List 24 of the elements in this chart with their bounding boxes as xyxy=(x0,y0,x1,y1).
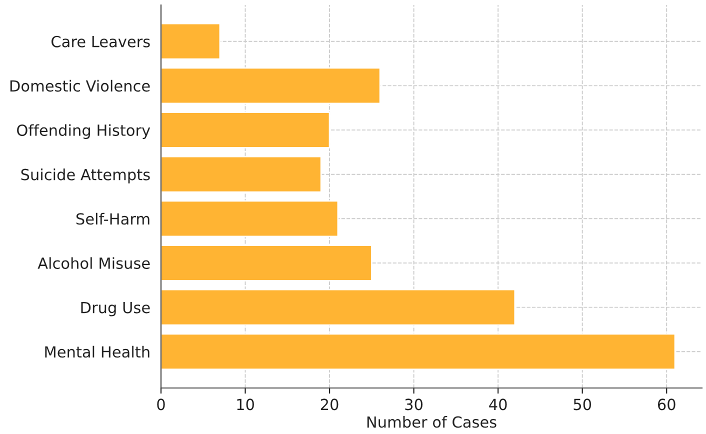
x-tick-label: 30 xyxy=(405,398,423,410)
y-tick-label: Care Leavers xyxy=(52,36,150,48)
x-tick-label: 40 xyxy=(489,398,507,410)
y-tick-label: Drug Use xyxy=(81,302,150,316)
x-tick-label: 0 xyxy=(157,398,165,410)
y-tick-label: Alcohol Misuse xyxy=(38,257,150,270)
x-tick-label: 60 xyxy=(658,398,676,410)
bar xyxy=(161,244,372,282)
y-tick-label: Mental Health xyxy=(45,346,150,358)
y-tick-label: Self-Harm xyxy=(76,212,150,225)
y-tick-label: Domestic Violence xyxy=(10,80,150,92)
x-tick-label: 20 xyxy=(320,398,338,410)
bar xyxy=(161,67,381,104)
bar xyxy=(161,200,339,238)
x-tick-label: 10 xyxy=(237,398,254,410)
x-axis-title: Number of Cases xyxy=(367,416,496,428)
y-tick-label: Offending History xyxy=(17,124,150,139)
bar xyxy=(161,112,330,148)
bar xyxy=(161,156,322,193)
bar xyxy=(161,333,676,370)
bar xyxy=(161,288,516,326)
y-tick-label: Suicide Attempts xyxy=(21,168,150,184)
bar xyxy=(161,22,221,60)
x-tick-label: 50 xyxy=(574,398,592,410)
